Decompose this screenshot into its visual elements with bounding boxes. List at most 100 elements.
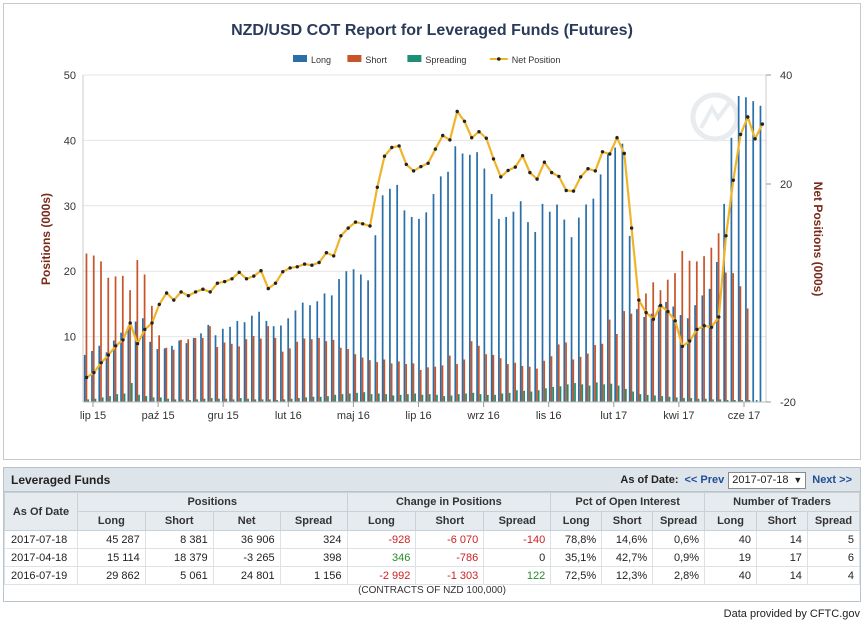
bar-long [250,315,253,402]
net-position-point [361,222,365,226]
bar-spreading [588,385,591,402]
bar-short [296,341,299,402]
bar-spreading [486,394,489,402]
bar-long [643,316,646,402]
bar-long [636,309,638,402]
bar-spreading [537,390,540,402]
bar-long [345,271,348,402]
chart-title: NZD/USD COT Report for Leveraged Funds (… [231,22,633,39]
legend-swatch [347,55,362,62]
bar-long [192,337,195,402]
cell-chg-long: -928 [346,530,417,549]
net-position-point [201,287,205,291]
bar-short [492,354,495,402]
bar-short [441,365,444,402]
bar-long [207,324,210,402]
bar-short [746,308,749,402]
bar-spreading [305,397,308,402]
net-position-point [106,353,111,357]
net-position-point [310,263,314,267]
col-pos-short: Short [144,511,214,531]
bar-short [485,354,487,402]
y2-tick-label: 20 [780,179,792,191]
legend-label: Long [311,55,331,65]
bar-short [659,290,662,402]
legend-label: Net Position [512,55,561,65]
next-link[interactable]: Next >> [812,474,852,486]
chart-bars [83,95,762,403]
net-position-point [491,157,496,161]
x-tick-label: paź 15 [142,410,175,422]
cell-tr-long: 40 [704,566,757,585]
net-position-point [346,226,350,230]
bar-short [586,353,589,402]
cell-pct-long: 78,8% [550,530,603,549]
bar-short [521,366,524,402]
y-tick-label: 30 [64,201,76,213]
bar-long [577,217,580,402]
bar-spreading [203,398,206,402]
cell-pct-long: 72,5% [550,566,603,585]
bar-short [180,339,182,402]
bar-short [456,364,458,402]
bar-spreading [348,393,351,402]
net-position-point [433,147,438,151]
bar-short [339,347,342,402]
bar-long [701,295,704,402]
bar-spreading [363,392,366,402]
bar-spreading [312,396,315,402]
bar-spreading [290,398,293,402]
bar-short [419,369,422,402]
bar-spreading [159,397,162,402]
bar-long [607,152,609,402]
header-group-row: As Of Date Positions Change in Positions… [4,492,860,531]
bar-short [608,319,611,402]
bar-spreading [719,399,722,402]
bar-long [156,349,159,402]
bar-spreading [130,383,133,402]
net-position-point [302,262,307,266]
bar-spreading [603,384,605,402]
bar-short [151,305,153,402]
bar-spreading [472,392,475,402]
bar-short [463,359,466,402]
bar-spreading [370,394,373,402]
bar-short [594,345,596,402]
bar-short [557,344,560,402]
bar-short [310,339,313,402]
net-position-point [753,137,757,141]
net-position-point [586,167,590,171]
date-select[interactable]: 2017-07-18 ▼ [728,471,807,489]
bar-spreading [101,397,104,402]
net-position-point [295,265,299,269]
legend-label: Spreading [425,55,466,65]
legend-swatch-marker [497,57,501,61]
bar-long [541,203,544,402]
bar-short [448,355,451,402]
net-position-point [673,319,677,323]
y-tick-label: 20 [64,266,76,278]
bar-short [572,359,575,402]
bar-long [759,105,762,403]
net-position-point [528,170,532,175]
header-as-of-date: As Of Date [4,492,78,531]
bar-short [383,359,386,402]
bar-short [289,348,291,402]
bar-spreading [610,383,613,402]
net-position-point [658,303,663,308]
net-position-point [731,178,735,182]
net-position-point [484,136,488,140]
bar-spreading [210,398,213,402]
col-pos-spread: Spread [279,511,348,531]
net-position-point [506,168,510,173]
bar-spreading [741,400,743,402]
bar-short [165,347,168,402]
bar-long [570,237,573,402]
prev-link[interactable]: << Prev [684,474,725,486]
chart-axes: 10 20 30 40 50 -20 20 40 lip 15 paź 15 gru 15 lut 1… [64,70,796,422]
bar-spreading [189,400,191,402]
bar-long [287,318,290,402]
net-position-point [600,150,605,154]
col-chg-short: Short [415,511,485,531]
bar-spreading [356,392,358,402]
